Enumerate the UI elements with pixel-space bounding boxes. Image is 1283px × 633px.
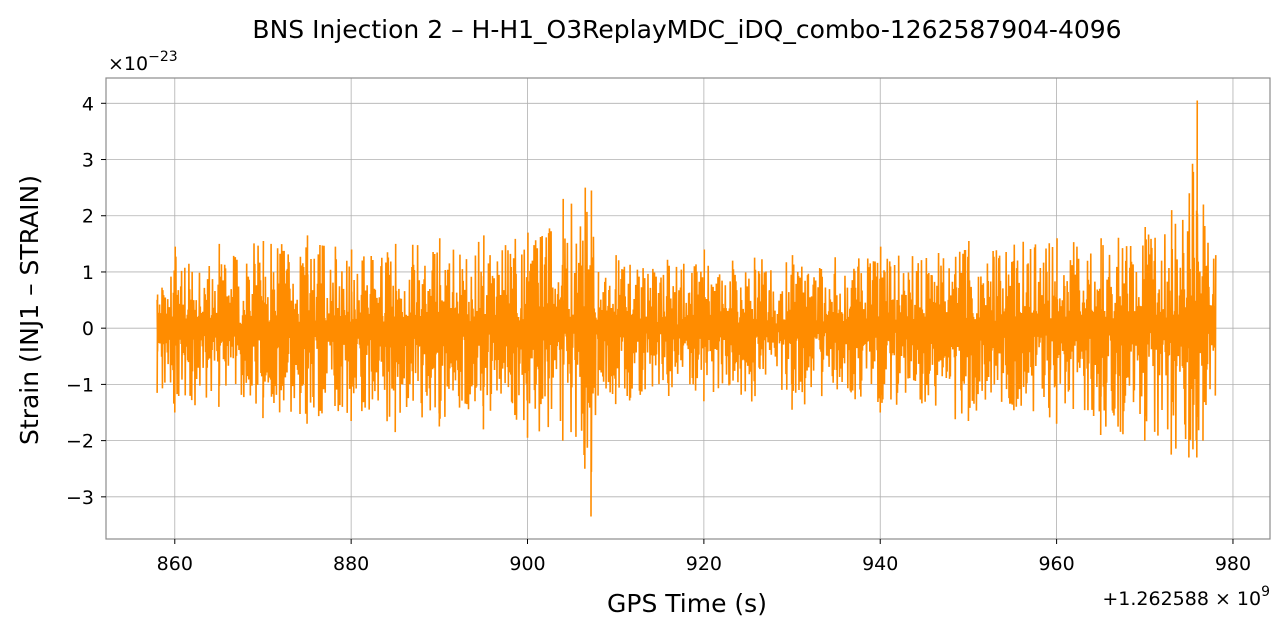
y-tick-label: 0 (82, 318, 94, 340)
y-tick: 3 (82, 150, 106, 172)
y-tick: 0 (82, 318, 106, 340)
x-tick: 960 (1038, 539, 1075, 575)
y-scale-label: ×10−23 (108, 49, 178, 75)
y-tick: 4 (82, 93, 106, 115)
y-tick-label: −3 (66, 487, 94, 509)
x-tick: 900 (509, 539, 546, 575)
x-tick: 860 (157, 539, 193, 575)
y-axis-label: Strain (INJ1 – STRAIN) (15, 175, 44, 445)
x-tick: 920 (686, 539, 722, 575)
x-tick-label: 880 (333, 553, 369, 575)
x-offset-label: +1.262588 × 109 (1102, 584, 1270, 610)
x-tick-label: 920 (686, 553, 722, 575)
x-tick-label: 940 (862, 553, 898, 575)
y-tick-label: 2 (82, 206, 94, 228)
plot-frame (105, 77, 1271, 540)
chart-title: BNS Injection 2 – H-H1_O3ReplayMDC_iDQ_c… (252, 15, 1121, 44)
y-tick-label: 3 (82, 150, 94, 172)
x-tick: 940 (862, 539, 898, 575)
y-tick: 1 (82, 262, 106, 284)
x-tick-label: 860 (157, 553, 193, 575)
x-axis-label: GPS Time (s) (607, 589, 767, 618)
x-tick-label: 960 (1038, 553, 1074, 575)
x-tick: 980 (1215, 539, 1251, 575)
y-tick-label: −2 (66, 431, 94, 453)
y-tick-label: −1 (66, 374, 94, 396)
strain-line (156, 100, 1217, 517)
x-tick: 880 (333, 539, 369, 575)
y-tick: 2 (82, 206, 106, 228)
y-tick-label: 4 (82, 93, 94, 115)
x-tick-label: 980 (1215, 553, 1251, 575)
x-axis-ticks: 860 880 900 920 940 960 980 (157, 539, 1251, 575)
y-tick: −3 (66, 487, 106, 509)
y-tick-label: 1 (82, 262, 94, 284)
x-tick-label: 900 (509, 553, 545, 575)
strain-series (156, 100, 1217, 517)
y-tick: −2 (66, 431, 106, 453)
y-axis-ticks: −3 −2 −1 0 1 2 3 4 (66, 93, 106, 509)
y-tick: −1 (66, 374, 106, 396)
